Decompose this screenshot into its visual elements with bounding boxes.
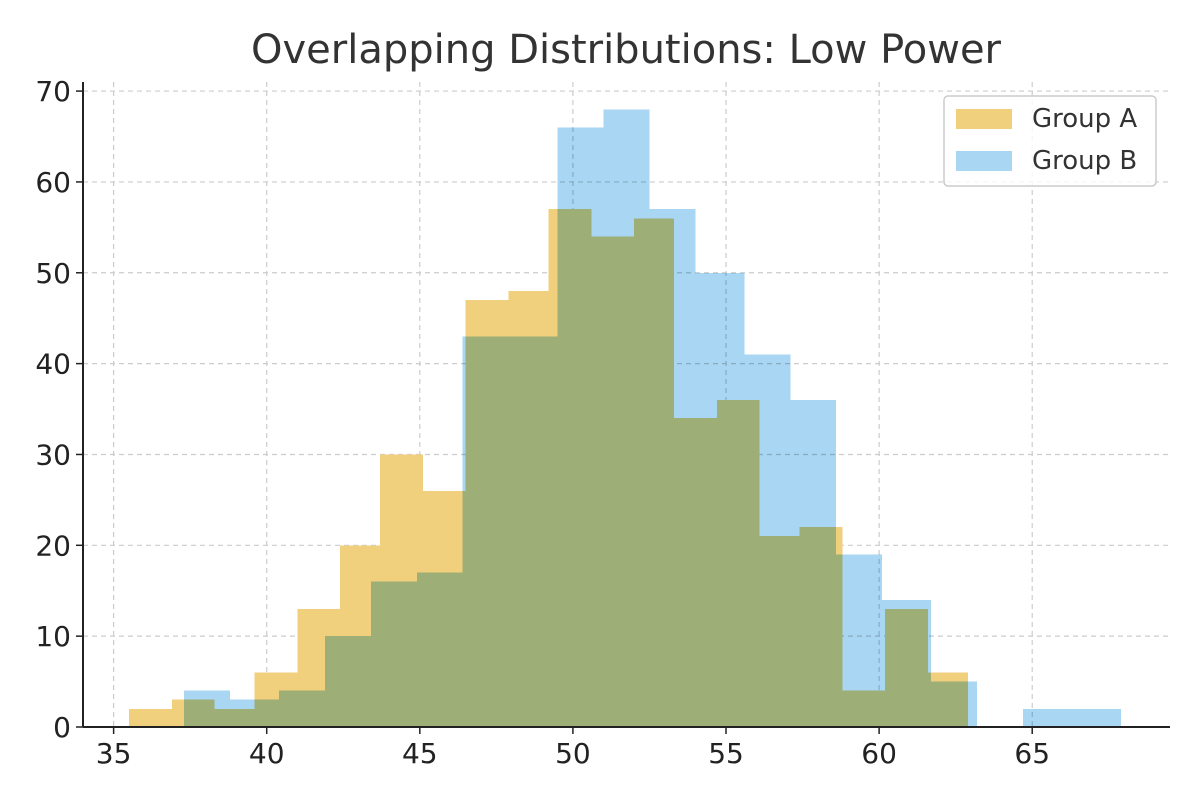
tick-labels: 35 40 45 50 55 60 65 0 10 20 30 40 50 60 70 xyxy=(35,75,1050,770)
bar-group-b xyxy=(462,336,512,727)
bar-group-b xyxy=(184,690,230,727)
x-tick-label: 65 xyxy=(1014,737,1050,770)
x-tick-label: 40 xyxy=(249,737,285,770)
y-tick-label: 60 xyxy=(35,166,71,199)
axes xyxy=(82,82,1170,728)
x-tick-label: 45 xyxy=(402,737,438,770)
bar-group-b xyxy=(603,109,650,727)
x-tick-label: 60 xyxy=(861,737,897,770)
bar-group-b xyxy=(278,690,325,727)
x-tick-label: 35 xyxy=(96,737,132,770)
y-tick-label: 0 xyxy=(53,711,71,744)
bar-group-b xyxy=(416,572,463,727)
bar-group-b xyxy=(557,127,604,727)
bar-group-b xyxy=(324,636,371,727)
bar-group-b xyxy=(370,581,417,727)
y-tick-label: 10 xyxy=(35,620,71,653)
bar-group-b xyxy=(836,554,883,727)
y-tick-label: 70 xyxy=(35,75,71,108)
legend-label-group-a: Group A xyxy=(1032,104,1137,134)
bar-group-b xyxy=(511,336,558,727)
y-tick-label: 50 xyxy=(35,257,71,290)
series-group-b-bars xyxy=(184,109,1122,727)
bar-group-a xyxy=(128,708,172,727)
bar-group-b xyxy=(744,354,791,727)
x-tick-label: 50 xyxy=(555,737,591,770)
legend-label-group-b: Group B xyxy=(1032,146,1137,176)
bar-group-b xyxy=(882,599,932,727)
bar-group-b xyxy=(1023,708,1069,727)
bar-group-b xyxy=(695,272,745,727)
bar-group-b xyxy=(1068,708,1122,727)
x-tick-label: 55 xyxy=(708,737,744,770)
y-tick-label: 40 xyxy=(35,348,71,381)
y-tick-label: 20 xyxy=(35,529,71,562)
legend-swatch-group-a xyxy=(956,109,1012,129)
chart-title: Overlapping Distributions: Low Power xyxy=(251,27,1002,73)
bar-group-b xyxy=(790,399,837,727)
y-tick-label: 30 xyxy=(35,438,71,471)
legend-swatch-group-b xyxy=(956,151,1012,171)
bar-group-b xyxy=(931,681,978,727)
bar-group-b xyxy=(229,699,279,727)
bar-group-b xyxy=(649,209,696,727)
legend: Group A Group B xyxy=(943,95,1157,187)
